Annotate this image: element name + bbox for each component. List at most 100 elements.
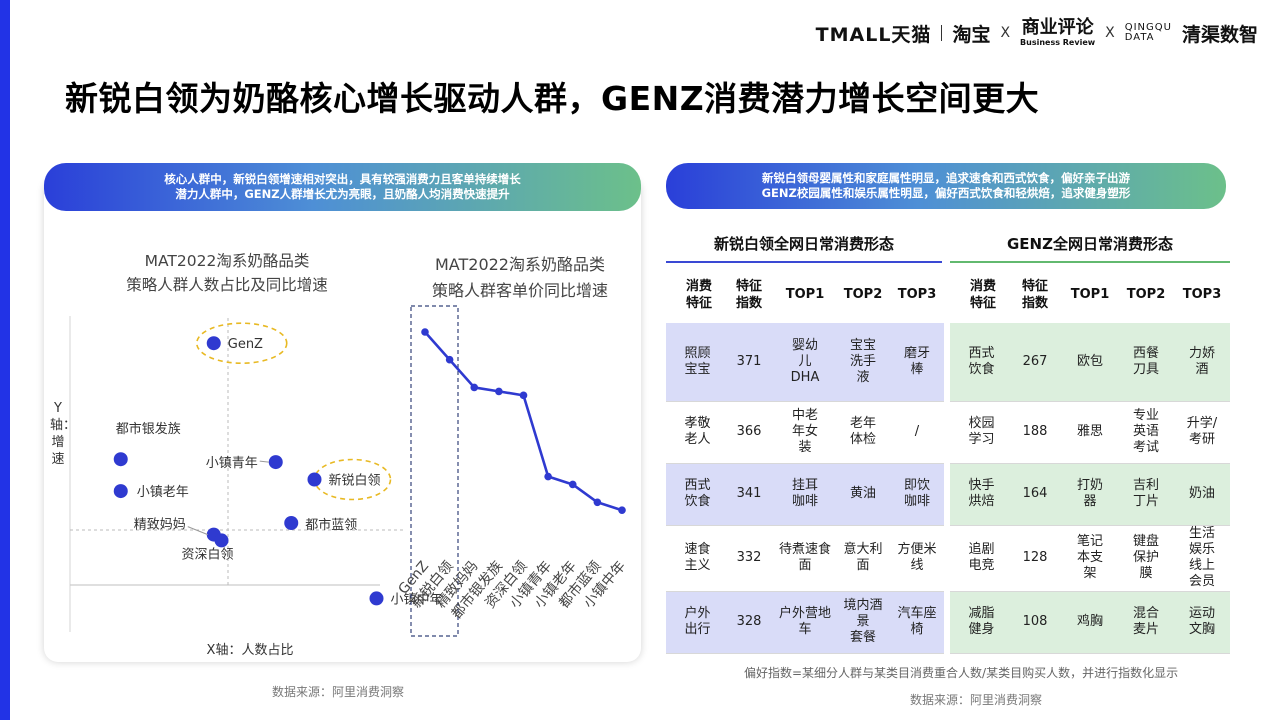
table1-cell: 即饮 咖啡 bbox=[903, 478, 930, 509]
scatter-point bbox=[369, 591, 384, 606]
scatter-point-label: 都市蓝领 bbox=[305, 517, 357, 533]
table2-cell: 欧包 bbox=[1076, 353, 1103, 369]
table1-cell: 磨牙棒 bbox=[903, 345, 930, 377]
business-review-logo-cn: 商业评论 bbox=[1021, 17, 1094, 38]
line-point bbox=[421, 328, 429, 336]
line-chart-title: MAT2022淘系奶酪品类 策略人群客单价同比增速 bbox=[405, 252, 635, 304]
scatter-point bbox=[206, 336, 221, 351]
scatter-point-label: 小镇青年 bbox=[206, 456, 258, 471]
logo-divider bbox=[941, 25, 943, 41]
table1-cell: 341 bbox=[736, 486, 762, 501]
line-title-line1: MAT2022淘系奶酪品类 bbox=[434, 255, 605, 274]
left-chart-panel bbox=[44, 178, 641, 662]
business-review-logo-en: Business Review bbox=[1020, 38, 1096, 47]
table1-row: 孝敬 老人 366 中老 年女装 老年 体检 / bbox=[666, 401, 944, 463]
table1-row: 户外 出行 328 户外营地车境内酒景 套餐 汽车座椅 bbox=[666, 591, 944, 653]
table2-cell: 追剧 电竞 bbox=[968, 542, 995, 573]
table1-header-cell: TOP2 bbox=[843, 287, 883, 302]
table1-cell: 速食 主义 bbox=[684, 542, 711, 573]
table2-title-rule bbox=[950, 261, 1230, 263]
table2-header-cell: 特征 指数 bbox=[1021, 278, 1048, 311]
table2-cell: 混合 麦片 bbox=[1132, 606, 1159, 637]
line-point bbox=[519, 391, 528, 400]
line-title-line2: 策略人群客单价同比增速 bbox=[431, 281, 608, 300]
table1-consumption: 消费 特征 特征 指数 TOP1 TOP2 TOP3 照顾 宝宝 371 婴幼儿 DHA 宝宝 洗手液磨… bbox=[666, 266, 944, 654]
right-banner-line2: GENZ校园属性和娱乐属性明显，偏好西式饮食和轻烘焙，追求健身塑形 bbox=[761, 186, 1131, 200]
scatter-point bbox=[214, 533, 229, 548]
table1-cell: 户外 出行 bbox=[684, 606, 711, 637]
table1-cell: 婴幼儿 DHA bbox=[790, 337, 820, 385]
page-title: 新锐白领为奶酪核心增长驱动人群，GENZ消费潜力增长空间更大 bbox=[65, 79, 1040, 118]
table1-cell: / bbox=[914, 424, 920, 439]
qingqu-logo-cn: 清渠数智 bbox=[1181, 23, 1258, 46]
table1-title: 新锐白领全网日常消费形态 bbox=[713, 235, 894, 253]
table2-cell: 生活 娱乐 线上 会员 bbox=[1188, 526, 1215, 589]
business-review-logo: 商业评论 Business Review bbox=[1020, 19, 1095, 47]
table2-cell: 188 bbox=[1022, 424, 1048, 439]
table2-cell: 108 bbox=[1022, 614, 1048, 629]
line-highlight-box bbox=[410, 305, 459, 637]
table1-title-rule bbox=[666, 261, 942, 263]
line-point bbox=[470, 383, 479, 392]
tmall-logo: TMALL天猫 bbox=[815, 23, 932, 46]
table1-header-cell: TOP1 bbox=[785, 287, 825, 302]
table1-cell: 照顾 宝宝 bbox=[684, 345, 711, 377]
left-data-source: 数据来源：阿里消费洞察 bbox=[272, 685, 405, 699]
scatter-point bbox=[113, 484, 128, 499]
table2-header-cell: 消费 特征 bbox=[969, 278, 996, 311]
table2-cell: 128 bbox=[1022, 550, 1048, 565]
table1-cell: 366 bbox=[736, 424, 762, 439]
scatter-point-label: 小镇老年 bbox=[137, 485, 189, 500]
table1-cell: 户外营地车 bbox=[778, 606, 831, 637]
scatter-leader-line bbox=[187, 526, 208, 536]
table1-header-row: 消费 特征 特征 指数 TOP1 TOP2 TOP3 bbox=[666, 266, 944, 323]
line-point bbox=[618, 506, 626, 514]
preference-index-footnote: 偏好指数=某细分人群与某类目消费重合人数/某类目购买人数，并进行指数化显示 bbox=[744, 666, 1179, 680]
table1-header-cell: 消费 特征 bbox=[685, 278, 712, 311]
line-point bbox=[445, 355, 454, 364]
left-banner-line1: 核心人群中，新锐白领增速相对突出，具有较强消费力且客单持续增长 bbox=[164, 172, 521, 186]
table1-cell: 328 bbox=[736, 614, 762, 629]
table1-cell: 孝敬 老人 bbox=[684, 416, 711, 447]
table2-cell: 吉利 丁片 bbox=[1132, 478, 1159, 509]
line-series bbox=[424, 331, 623, 512]
table2-cell: 164 bbox=[1022, 486, 1048, 501]
scatter-chart-title: MAT2022淘系奶酪品类 策略人群人数占比及同比增速 bbox=[92, 249, 362, 297]
scatter-point-label: 资深白领 bbox=[181, 546, 233, 562]
qingqu-logo-en-line2: DATA bbox=[1124, 32, 1155, 43]
scatter-x-axis-label: X轴：人数占比 bbox=[206, 643, 294, 658]
logo-x-separator-2: X bbox=[1105, 25, 1115, 41]
line-point bbox=[568, 480, 577, 489]
table1-cell: 意大利面 bbox=[843, 542, 883, 573]
table1-cell: 境内酒景 套餐 bbox=[843, 598, 883, 645]
scatter-point bbox=[284, 516, 299, 530]
line-point bbox=[495, 387, 503, 396]
table2-cell: 运动 文胸 bbox=[1188, 606, 1215, 637]
table2-row: 减脂 健身 108 鸡胸 混合 麦片 运动 文胸 bbox=[950, 591, 1230, 653]
table2-header-cell: TOP2 bbox=[1126, 287, 1166, 302]
table2-row: 快手 烘焙 164 打奶器 吉利 丁片 奶油 bbox=[950, 463, 1230, 525]
scatter-point-label: GenZ bbox=[228, 337, 263, 352]
taobao-logo: 淘宝 bbox=[952, 23, 991, 46]
scatter-point-label: 都市银发族 bbox=[116, 421, 181, 437]
table2-cell: 西餐 刀具 bbox=[1132, 345, 1159, 377]
table1-cell: 挂耳 咖啡 bbox=[791, 478, 818, 509]
scatter-title-line2: 策略人群人数占比及同比增速 bbox=[126, 276, 328, 294]
scatter-point-label: 精致妈妈 bbox=[134, 518, 186, 533]
line-point bbox=[593, 498, 602, 507]
table1-cell: 汽车座椅 bbox=[897, 606, 937, 637]
table1-cell: 332 bbox=[736, 550, 762, 565]
qingqu-logo-en-line1: QINGQU bbox=[1124, 22, 1172, 33]
logo-x-separator: X bbox=[1000, 25, 1011, 41]
accent-side-bar bbox=[0, 0, 10, 720]
table2-cell: 西式 饮食 bbox=[968, 345, 995, 377]
table1-header-cell: TOP3 bbox=[897, 287, 937, 302]
table2-cell: 校园 学习 bbox=[968, 416, 995, 447]
table1-cell: 中老 年女装 bbox=[791, 408, 818, 455]
scatter-point-label: 新锐白领 bbox=[329, 473, 381, 489]
table2-title: GENZ全网日常消费形态 bbox=[1007, 235, 1173, 253]
scatter-title-line1: MAT2022淘系奶酪品类 bbox=[144, 252, 310, 270]
line-point bbox=[544, 472, 552, 481]
table2-cell: 专业 英语 考试 bbox=[1132, 408, 1159, 455]
